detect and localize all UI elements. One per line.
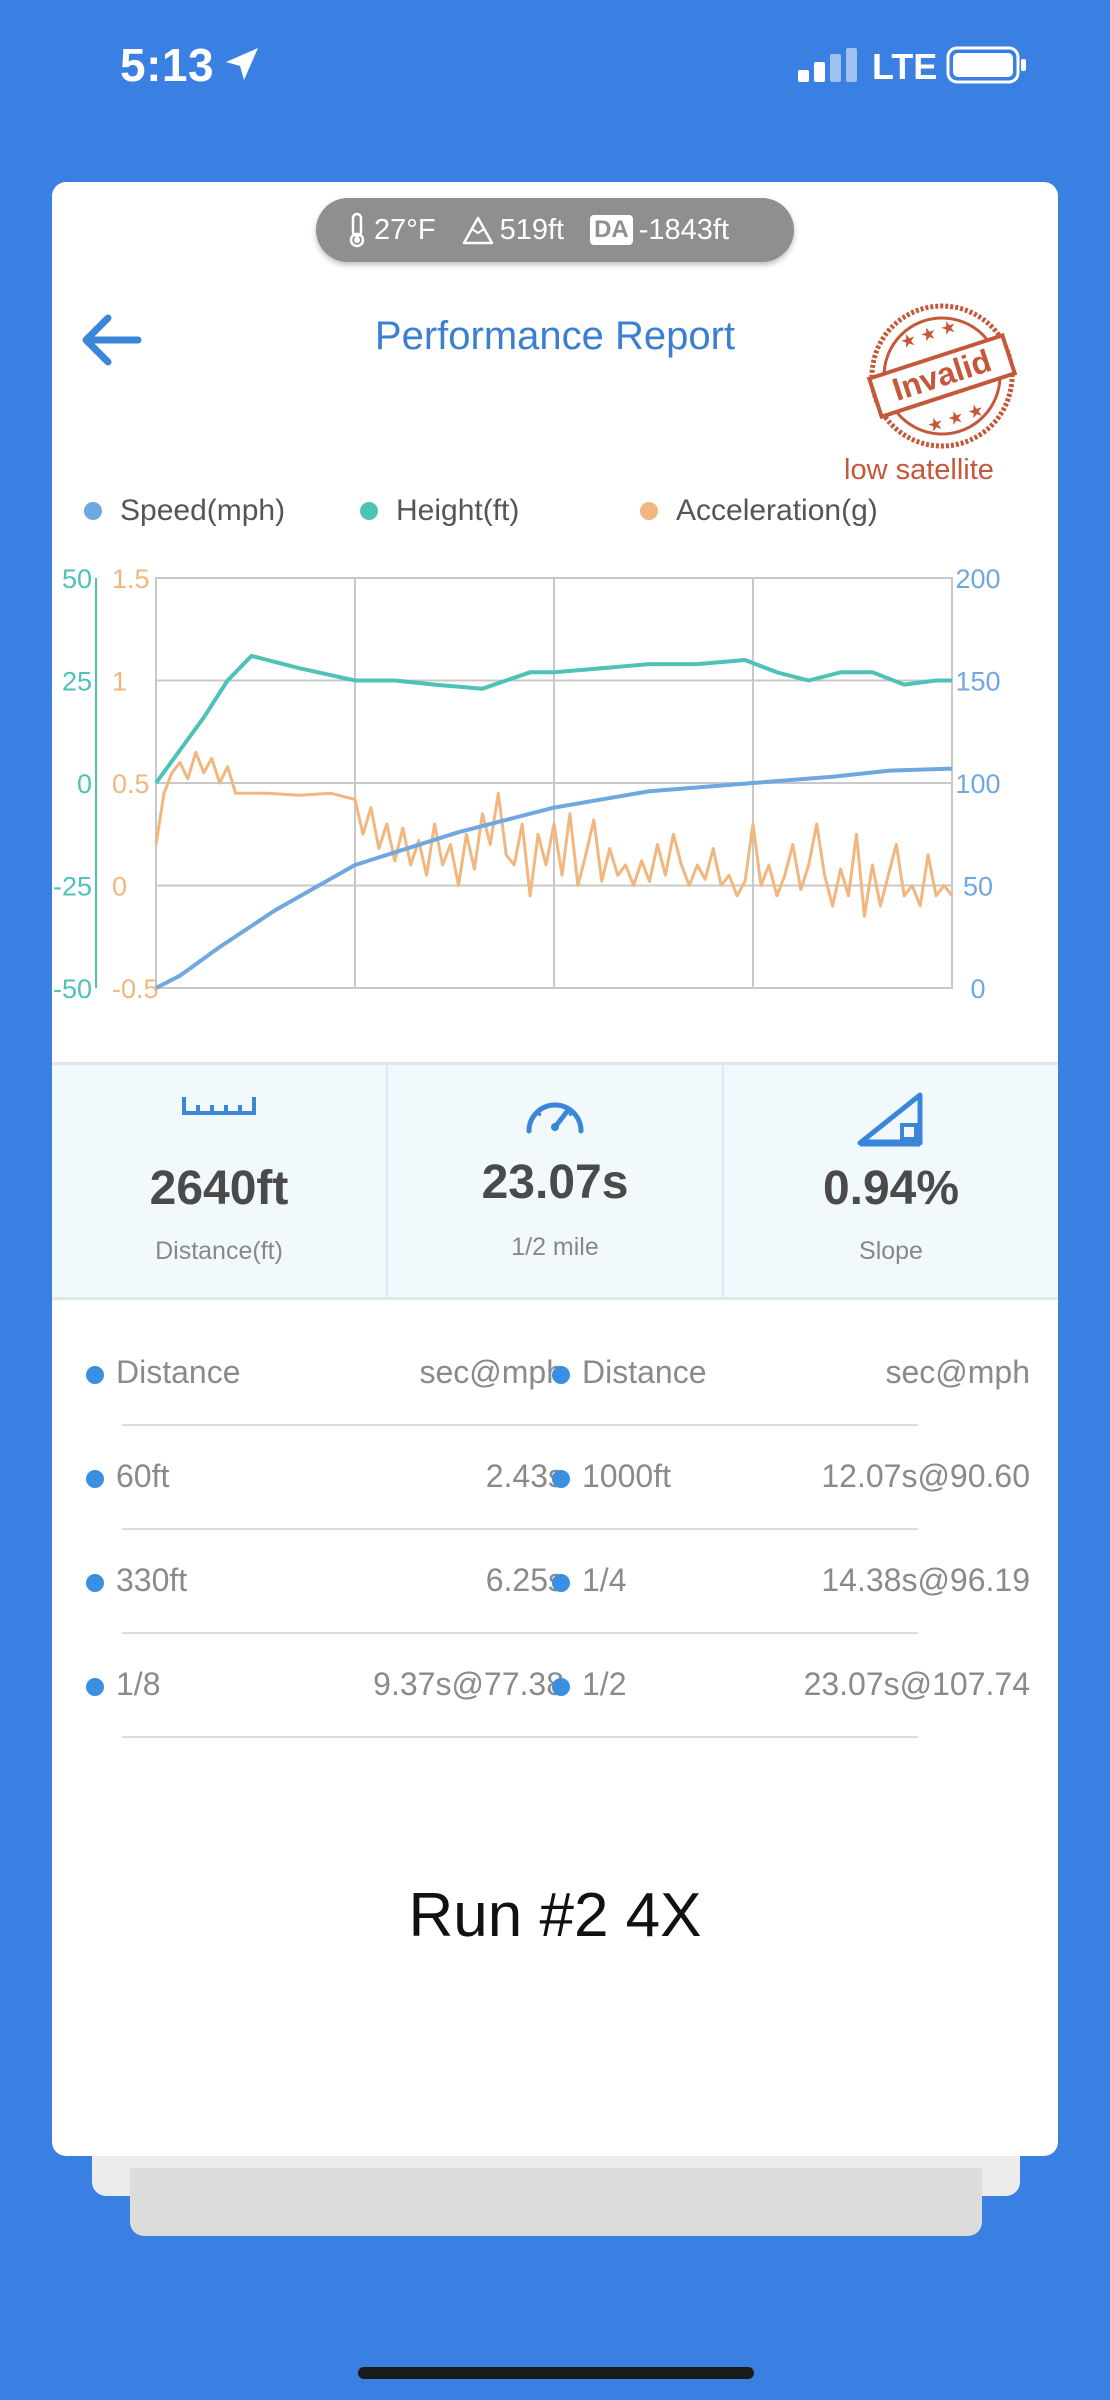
stat-value: 0.94% <box>822 1162 960 1215</box>
accel-tick-label: 1.5 <box>112 564 150 594</box>
height-tick-label: 50 <box>62 564 92 594</box>
stat-value: 23.07s <box>481 1156 629 1209</box>
header-cell: sec@mph <box>885 1354 1030 1390</box>
row-dot <box>552 1366 570 1384</box>
run-title: Run #2 4X <box>408 1881 702 1950</box>
split-distance: 1/8 <box>116 1666 161 1702</box>
stat-value: 2640ft <box>149 1162 289 1215</box>
battery-icon <box>946 46 1026 84</box>
temperature: 27°F <box>374 213 436 246</box>
speed-tick-label: 200 <box>955 564 1000 594</box>
speed-tick-label: 50 <box>963 872 993 902</box>
conditions-pill: 27°F 519ft DA -1843ft <box>316 198 794 262</box>
series-line-speed <box>155 766 953 990</box>
row-dot <box>86 1470 104 1488</box>
legend-item-acceleration: Acceleration(g) <box>640 494 878 528</box>
row-divider <box>122 1736 918 1738</box>
split-value: 14.38s@96.19 <box>821 1562 1030 1598</box>
network-type: LTE <box>872 46 938 87</box>
stacked-card-shadow <box>130 2168 982 2236</box>
mountain-icon <box>462 216 493 245</box>
row-dot <box>552 1470 570 1488</box>
stat-slope: 0.94% Slope <box>722 1065 1058 1297</box>
row-dot <box>552 1678 570 1696</box>
page-title: Performance Report <box>374 314 736 358</box>
stats-panel: 2640ft Distance(ft) 23.07s 1/2 mile <box>52 1062 1058 1300</box>
splits-table: Distance sec@mph Distance sec@mph 60ft 2… <box>52 1322 1058 1738</box>
split-value: 9.37s@77.38 <box>373 1666 564 1702</box>
accel-tick-label: 0 <box>112 872 127 902</box>
header-cell: sec@mph <box>419 1354 564 1390</box>
speedometer-icon <box>526 1102 584 1134</box>
slope-icon <box>857 1092 923 1147</box>
speed-tick-label: 100 <box>955 769 1000 799</box>
thermometer-icon <box>349 212 365 248</box>
height-tick-label: 0 <box>77 769 92 799</box>
row-dot <box>86 1574 104 1592</box>
legend-item-speed: Speed(mph) <box>84 494 285 528</box>
legend-dot <box>640 502 658 520</box>
table-row: 1/8 9.37s@77.38 1/2 23.07s@107.74 <box>52 1634 1058 1738</box>
legend-label: Height(ft) <box>396 494 520 527</box>
row-dot <box>86 1678 104 1696</box>
split-distance: 60ft <box>116 1458 170 1494</box>
legend-label: Speed(mph) <box>120 494 286 527</box>
report-card: 27°F 519ft DA -1843ft Performance Report… <box>52 182 1058 2156</box>
height-tick-label: -25 <box>53 872 92 902</box>
da-badge: DA <box>590 215 633 245</box>
row-divider <box>122 1424 918 1426</box>
performance-chart: 50 25 0 -25 -50 1.5 1 0.5 0 -0.5 200 150 100 50 0 <box>53 564 1001 1004</box>
series-line-accel <box>154 750 954 918</box>
split-value: 2.43s <box>485 1458 564 1494</box>
speed-tick-label: 0 <box>970 974 985 1004</box>
back-arrow-icon[interactable] <box>76 308 148 372</box>
svg-text:★ ★ ★: ★ ★ ★ <box>898 316 960 353</box>
density-altitude: -1843ft <box>638 213 730 246</box>
stat-label: Slope <box>859 1237 923 1265</box>
split-value: 23.07s@107.74 <box>803 1666 1030 1702</box>
table-header-row: Distance sec@mph Distance sec@mph <box>52 1322 1058 1426</box>
series-line-height <box>154 653 952 785</box>
stat-time: 23.07s 1/2 mile <box>386 1065 722 1297</box>
header-cell: Distance <box>582 1354 707 1390</box>
legend-dot <box>360 502 378 520</box>
ruler-icon <box>182 1097 256 1115</box>
home-indicator[interactable] <box>358 2367 754 2379</box>
split-value: 6.25s <box>485 1562 564 1598</box>
height-tick-label: -50 <box>53 974 92 1004</box>
elevation: 519ft <box>499 213 565 246</box>
split-distance: 1/4 <box>582 1562 627 1598</box>
stat-distance: 2640ft Distance(ft) <box>52 1065 386 1297</box>
row-dot <box>86 1366 104 1384</box>
split-distance: 1000ft <box>582 1458 671 1494</box>
header-cell: Distance <box>116 1354 241 1390</box>
row-dot <box>552 1574 570 1592</box>
accel-tick-label: 1 <box>112 667 127 697</box>
split-distance: 1/2 <box>582 1666 627 1702</box>
legend-dot <box>84 502 102 520</box>
row-divider <box>122 1632 918 1634</box>
stamp-note: low satellite <box>844 454 994 486</box>
height-tick-label: 25 <box>62 667 92 697</box>
location-arrow-icon <box>226 48 258 80</box>
legend-label: Acceleration(g) <box>676 494 878 527</box>
split-value: 12.07s@90.60 <box>821 1458 1030 1494</box>
invalid-stamp: Invalid ★ ★ ★ ★ ★ ★ <box>866 303 1018 449</box>
split-distance: 330ft <box>116 1562 188 1598</box>
cellular-signal-icon <box>798 48 857 82</box>
legend-item-height: Height(ft) <box>360 494 519 528</box>
svg-text:★ ★ ★: ★ ★ ★ <box>925 399 987 436</box>
table-row: 330ft 6.25s 1/4 14.38s@96.19 <box>52 1530 1058 1634</box>
row-divider <box>122 1528 918 1530</box>
stat-label: 1/2 mile <box>511 1233 599 1261</box>
accel-tick-label: 0.5 <box>112 769 150 799</box>
stat-label: Distance(ft) <box>155 1237 283 1265</box>
table-row: 60ft 2.43s 1000ft 12.07s@90.60 <box>52 1426 1058 1530</box>
accel-tick-label: -0.5 <box>112 974 159 1004</box>
status-time: 5:13 <box>120 39 215 91</box>
speed-tick-label: 150 <box>955 667 1000 697</box>
